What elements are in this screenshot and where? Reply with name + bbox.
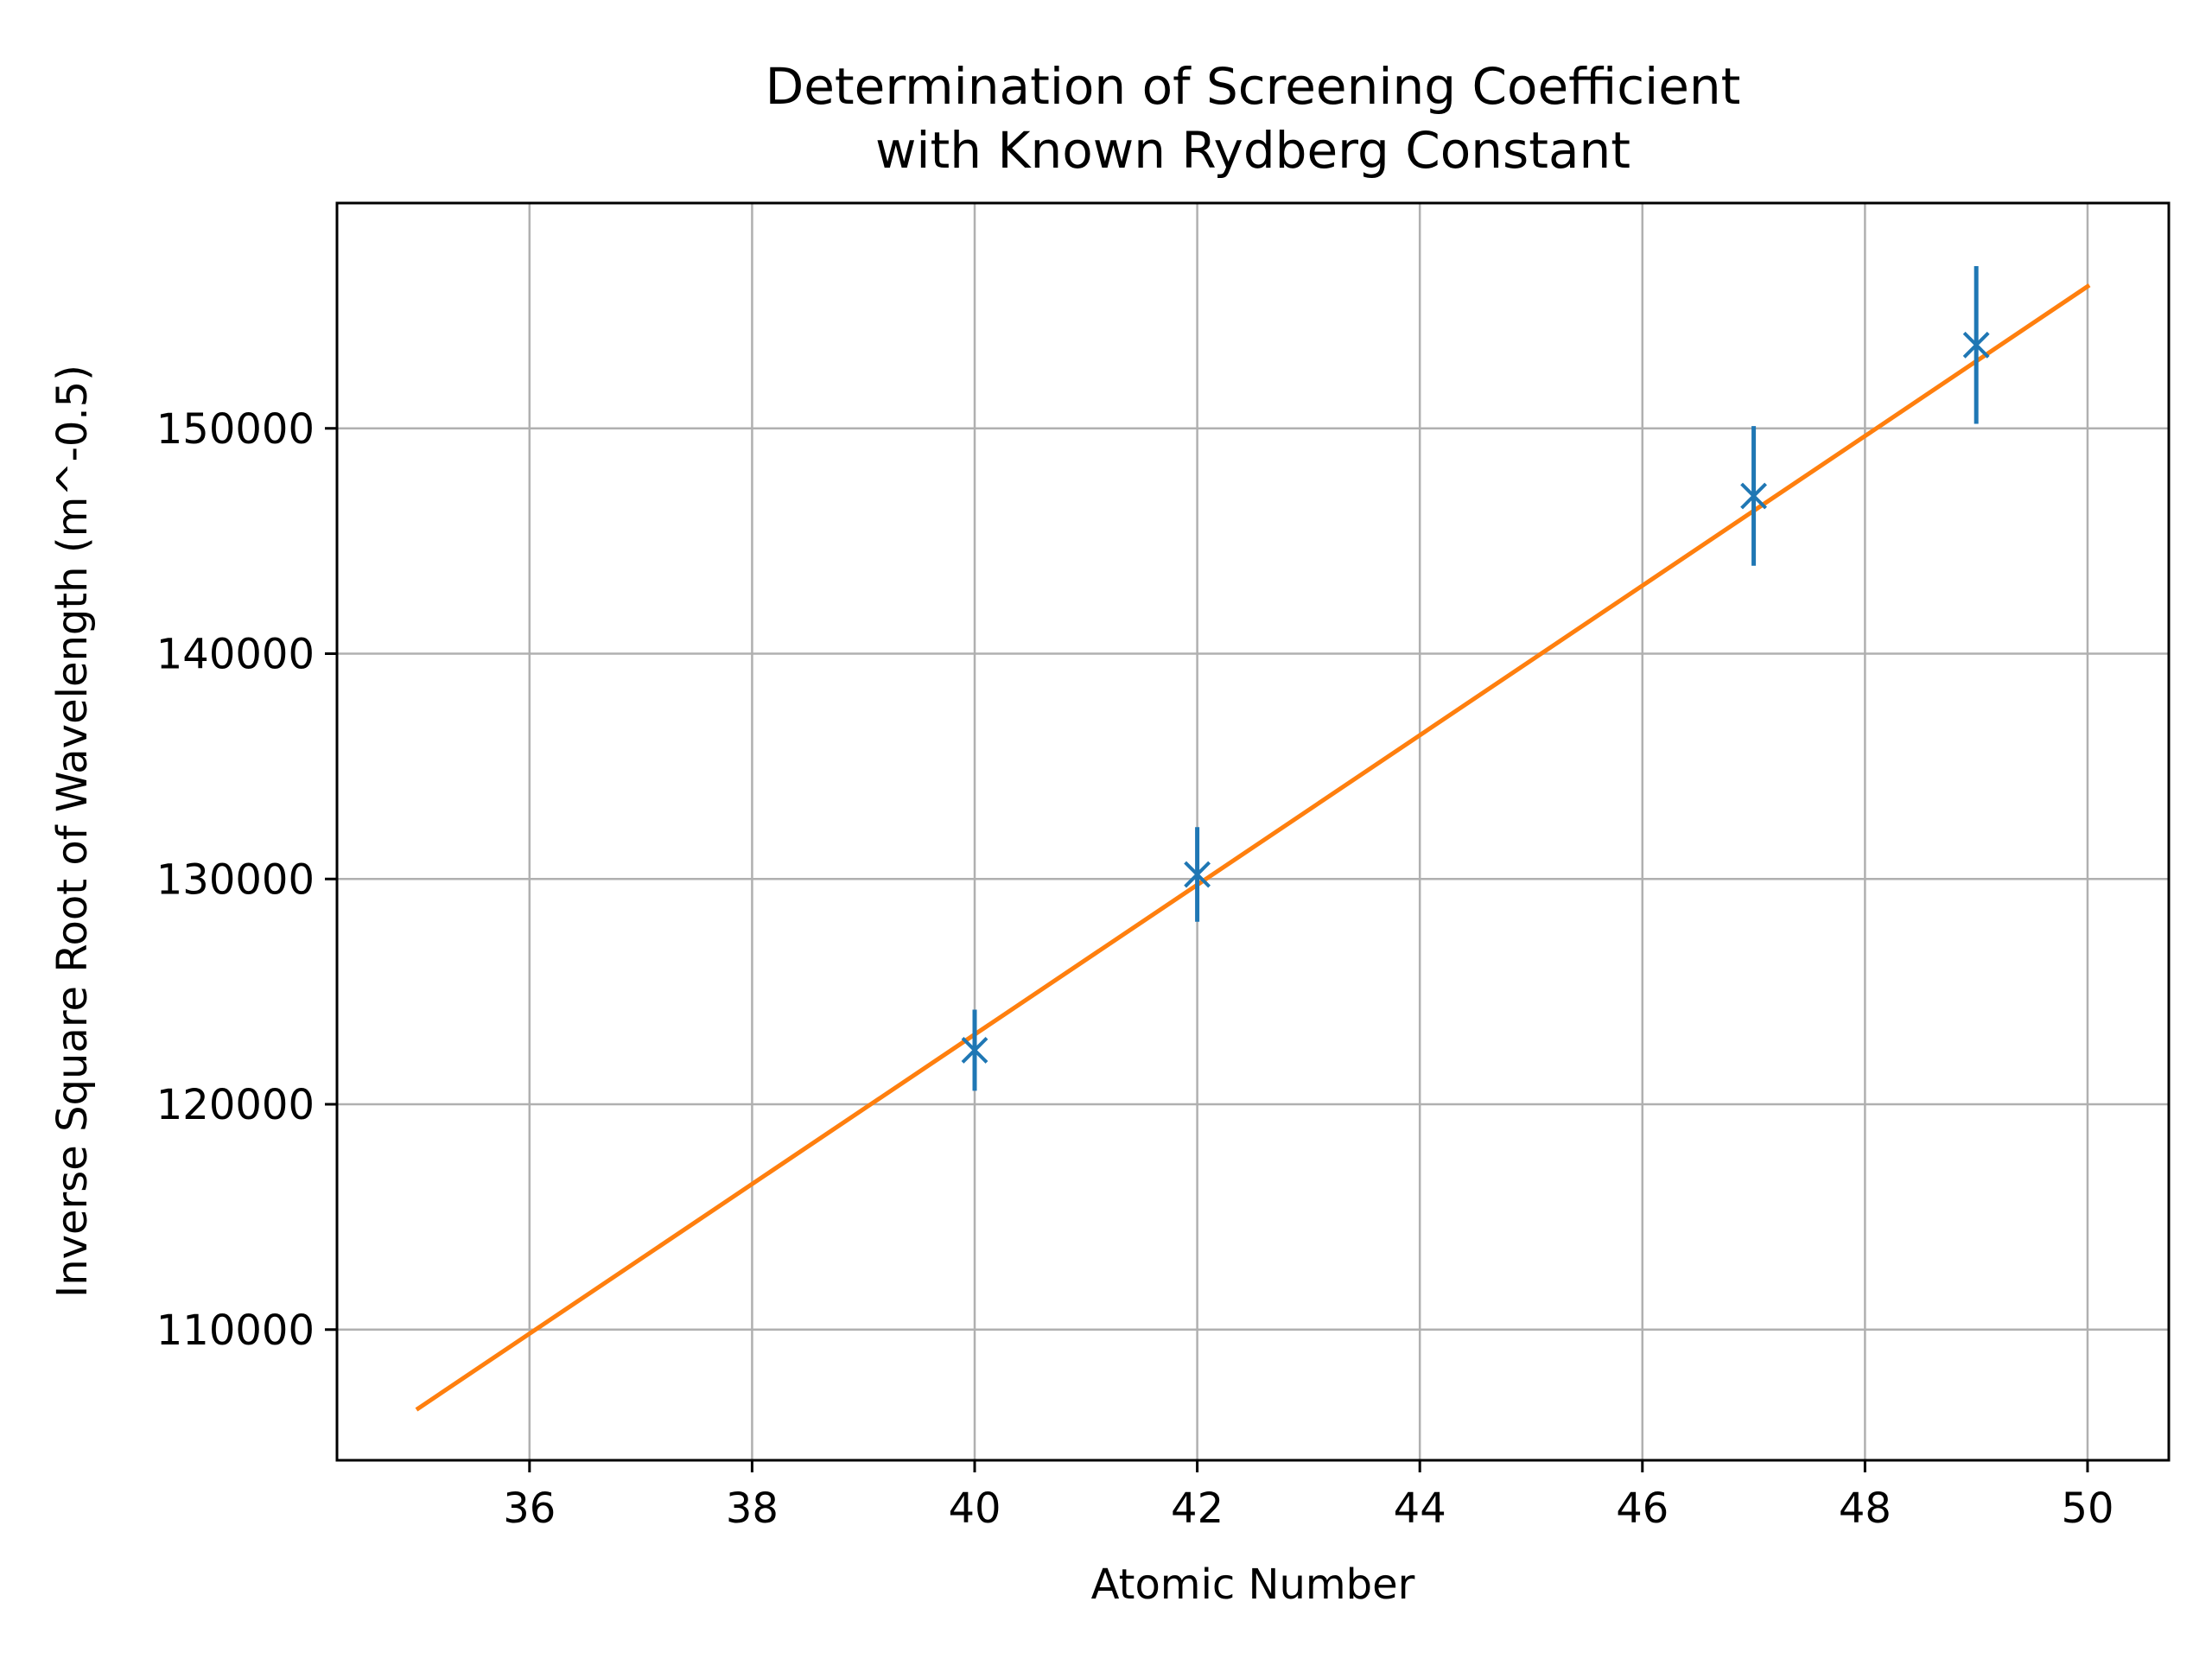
- fit-line-layer: [415, 283, 2091, 1412]
- data-point-marker: [1962, 331, 1990, 359]
- x-tick-label: 42: [1171, 1484, 1224, 1533]
- y-tick-label: 150000: [156, 405, 315, 454]
- y-tick-label: 130000: [156, 855, 315, 904]
- x-tick-label: 40: [948, 1484, 1001, 1533]
- marker-stroke: [1184, 861, 1211, 888]
- x-tick-label: 50: [2061, 1484, 2113, 1533]
- x-axis-label: Atomic Number: [1091, 1560, 1415, 1609]
- marker-stroke: [961, 1037, 988, 1064]
- chart-title: Determination of Screening Coefficient: [766, 57, 1741, 116]
- y-axis-label: Inverse Square Root of Wavelength (m^-0.…: [48, 365, 97, 1298]
- y-tick-label: 140000: [156, 631, 315, 679]
- x-tick-label: 48: [1839, 1484, 1891, 1533]
- data-points-layer: [961, 266, 1990, 1091]
- fit-line: [415, 283, 2091, 1412]
- marker-stroke: [1962, 331, 1990, 359]
- chart-subtitle: with Known Rydberg Constant: [875, 121, 1630, 180]
- plot-area-frame: [335, 201, 2171, 1462]
- y-tick-label: 120000: [156, 1081, 315, 1129]
- data-point-marker: [1740, 482, 1768, 510]
- x-tick-label: 44: [1394, 1484, 1446, 1533]
- marker-stroke: [1740, 482, 1768, 510]
- y-tick-label: 110000: [156, 1306, 315, 1355]
- grid: [337, 203, 2169, 1460]
- x-tick-label: 36: [503, 1484, 556, 1533]
- x-tick-label: 38: [726, 1484, 779, 1533]
- x-axis-ticks: 36 38 40 42 44 46 48 50: [503, 1460, 2114, 1533]
- y-axis-ticks: 110000 120000 130000 140000 150000: [156, 405, 337, 1355]
- data-point-marker: [961, 1037, 988, 1064]
- x-tick-label: 46: [1616, 1484, 1669, 1533]
- data-point-marker: [1184, 861, 1211, 888]
